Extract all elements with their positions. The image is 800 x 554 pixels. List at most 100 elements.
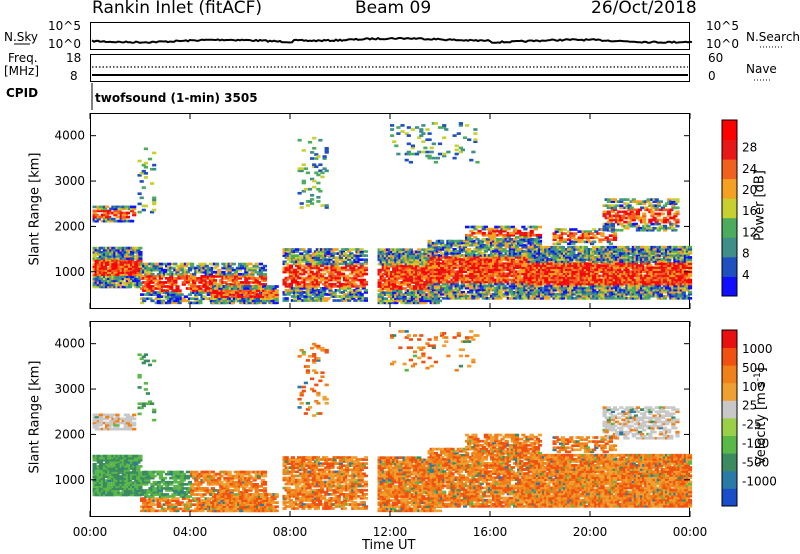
power-cell: [237, 285, 242, 288]
power-cell: [320, 252, 325, 255]
power-cell: [475, 238, 480, 241]
power-cell: [212, 281, 218, 284]
power-cell: [506, 225, 511, 229]
power-cell: [121, 281, 126, 285]
power-cell: [315, 285, 320, 288]
power-cell: [262, 283, 268, 286]
power-cell: [171, 301, 176, 305]
power-cell: [208, 268, 213, 272]
power-cell: [146, 266, 151, 270]
power-cell: [274, 285, 279, 288]
power-cell: [284, 266, 289, 270]
power-cell: [324, 151, 329, 154]
power-cell: [152, 167, 157, 171]
power-cell: [400, 124, 405, 127]
power-cell: [219, 272, 224, 276]
power-cell: [320, 278, 325, 282]
power-cell: [215, 297, 220, 301]
power-cell: [404, 158, 409, 162]
power-cell: [345, 295, 350, 298]
power-cell: [361, 285, 366, 288]
power-cell: [130, 219, 135, 223]
power-cell: [297, 191, 302, 195]
power-cell: [316, 196, 321, 199]
power-cell: [342, 285, 348, 288]
power-cell: [94, 213, 99, 217]
power-cell: [312, 147, 317, 150]
power-cell: [390, 124, 395, 127]
power-cell: [221, 262, 226, 266]
power-cell: [183, 268, 188, 272]
power-cell: [318, 189, 323, 193]
power-cell: [396, 126, 401, 129]
freq-left-label: Freq.: [8, 51, 38, 65]
power-cell: [144, 264, 149, 268]
power-cell: [324, 278, 329, 282]
power-cell: [351, 280, 356, 284]
power-cell: [295, 256, 300, 260]
power-cell: [531, 233, 536, 237]
freq-left-unit: [MHz]: [4, 64, 40, 78]
power-cell: [214, 291, 219, 294]
power-cell: [322, 289, 327, 292]
power-cell: [245, 287, 250, 290]
power-cell: [105, 205, 110, 209]
power-cell: [219, 281, 224, 284]
power-cell: [134, 263, 139, 266]
power-cell: [217, 275, 222, 278]
power-cell: [322, 297, 327, 300]
power-cell: [121, 267, 126, 270]
power-cell: [246, 283, 251, 286]
power-cell: [347, 250, 352, 253]
power-cell: [317, 280, 323, 284]
power-cell: [359, 250, 364, 253]
power-cell: [408, 248, 413, 252]
power-cell: [314, 165, 319, 169]
power-cell: [310, 194, 315, 197]
power-cell: [171, 266, 176, 270]
power-cell: [299, 169, 304, 173]
power-cell: [288, 282, 293, 286]
power-cell: [141, 163, 146, 167]
power-cell: [137, 210, 142, 214]
power-cell: [396, 132, 401, 135]
power-cell: [410, 297, 415, 301]
power-cell: [132, 207, 137, 211]
power-cell: [130, 253, 135, 256]
power-cell: [98, 267, 103, 270]
power-cell: [138, 273, 143, 277]
power-cell: [121, 285, 126, 289]
power-cell: [169, 266, 174, 270]
power-cell: [181, 277, 186, 280]
power-cell: [246, 275, 251, 278]
power-cell: [303, 270, 308, 274]
power-cell: [140, 287, 145, 290]
power-cell: [274, 291, 279, 294]
power-cell: [160, 275, 165, 278]
power-cell: [408, 272, 413, 276]
power-cell: [132, 269, 137, 272]
power-cell: [117, 207, 122, 211]
power-cell: [121, 253, 126, 256]
power-cell: [173, 281, 178, 284]
power-cell: [437, 142, 443, 146]
power-cell: [290, 252, 295, 255]
power-cell: [324, 264, 329, 268]
power-cell: [175, 270, 180, 274]
power-cell: [227, 270, 232, 274]
power-cell: [396, 152, 401, 156]
power-cell: [353, 276, 358, 280]
power-cell: [109, 283, 114, 287]
power-cell: [138, 267, 143, 270]
power-cell: [469, 158, 474, 162]
power-cell: [342, 299, 348, 302]
power-cell: [96, 246, 101, 250]
power-cell: [156, 299, 161, 303]
power-cell: [192, 285, 197, 288]
power-cell: [398, 291, 403, 294]
power-cell: [218, 287, 223, 290]
power-cell: [460, 148, 465, 152]
power-cell: [237, 262, 243, 266]
power-cell: [363, 260, 368, 264]
